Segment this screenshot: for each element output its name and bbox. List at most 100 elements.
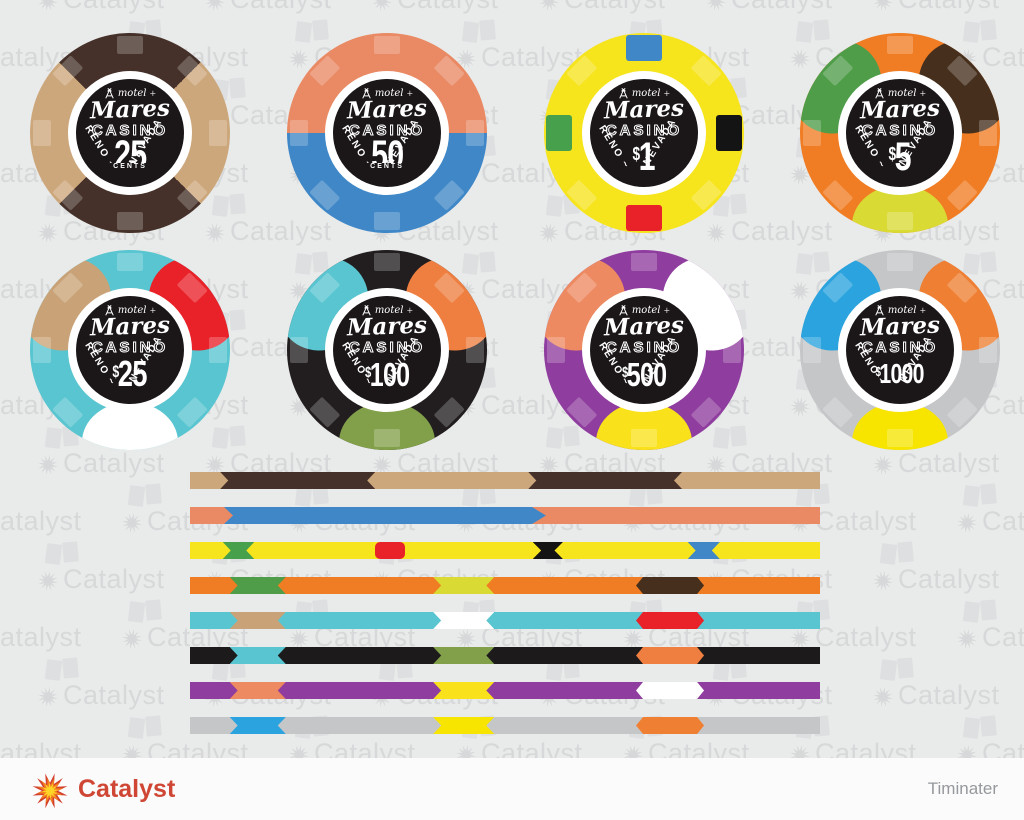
chip-inlay-ring: motel + Mares CASINO RENO ~ NEVADA $500: [582, 288, 706, 412]
starburst-icon: [372, 0, 392, 11]
chip-inlay-disc: motel + Mares CASINO RENO ~ NEVADA $25: [76, 296, 184, 404]
chip-edge-mark: [309, 396, 341, 428]
watermark-box-icon: [980, 715, 997, 737]
chip-edge-mark: [209, 337, 227, 363]
watermark-box-icon: [545, 427, 564, 449]
starburst-icon: [38, 570, 58, 591]
chip-edge-mark: [631, 253, 657, 271]
starburst-icon: [38, 454, 58, 475]
chip-edge-mark: [979, 337, 997, 363]
edge-strip-6: [190, 647, 820, 664]
watermark-box-icon: [730, 425, 747, 447]
edge-strip-5: [190, 612, 820, 629]
starburst-icon: [122, 512, 142, 533]
inlay-motel-line: motel +: [590, 88, 698, 99]
casino-chip-25: motel + Mares CASINO RENO ~ NEVADA $25: [30, 250, 230, 450]
chip-edge-mark: [566, 179, 598, 211]
chip-denomination: $500: [590, 358, 698, 391]
sparkle-icon: +: [919, 89, 927, 98]
chip-edge-mark: [690, 55, 722, 87]
dollar-sign: $: [364, 365, 371, 382]
inlay-casino-name: Mares: [346, 94, 428, 125]
inlay-motel-line: motel +: [846, 88, 954, 99]
watermark-box-icon: [229, 425, 246, 447]
chip-denomination: 25 CENTS: [76, 135, 184, 175]
watermark-box-icon: [813, 19, 830, 41]
starburst-icon: [957, 512, 977, 533]
inlay-motel-text: motel: [117, 305, 147, 316]
chip-edge-mark: [309, 55, 341, 87]
inlay-motel-line: motel +: [333, 305, 441, 316]
denomination-unit: CENTS: [110, 163, 150, 171]
starburst-icon: [957, 628, 977, 649]
watermark-box-icon: [145, 599, 162, 621]
watermark-text: Catalyst: [982, 506, 1024, 536]
watermark-text: Catalyst: [63, 680, 165, 710]
chip-edge-mark: [887, 429, 913, 447]
watermark-box-icon: [229, 77, 246, 99]
chip-edge-mark: [176, 179, 208, 211]
watermark-box-icon: [479, 251, 496, 273]
chip-denomination: $1000: [846, 360, 954, 388]
chip-edge-mark: [979, 120, 997, 146]
inlay-motel-text: motel: [631, 305, 661, 316]
chip-edge-insert-bottom: [626, 205, 662, 231]
watermark-box-icon: [980, 19, 997, 41]
watermark-text: Catalyst: [0, 506, 82, 536]
chip-edge-mark: [290, 120, 308, 146]
inlay-motel-text: motel: [887, 88, 917, 99]
inlay-casino-word: CASINO: [605, 122, 683, 139]
watermark-box-icon: [795, 21, 814, 43]
starburst-icon: [790, 628, 810, 649]
watermark-box-icon: [879, 543, 898, 565]
strip-insert: [230, 647, 286, 664]
watermark-tile: Catalyst: [538, 0, 666, 15]
chip-edge-mark: [176, 55, 208, 87]
watermark-text: Catalyst: [397, 0, 499, 15]
chip-edge-mark: [690, 179, 722, 211]
watermark-text: Catalyst: [230, 216, 332, 246]
chip-denomination: $100: [333, 358, 441, 391]
chip-inlay-ring: motel + Mares CASINO RENO ~ NEVADA $25: [68, 288, 192, 412]
watermark-tile: Catalyst: [37, 680, 165, 711]
starburst-icon: [539, 222, 559, 243]
watermark-tile: Catalyst: [37, 0, 165, 15]
inlay-motel-text: motel: [117, 88, 147, 99]
inlay-casino-name: Mares: [89, 94, 171, 125]
chip-edge-mark: [209, 120, 227, 146]
chip-edge-mark: [117, 36, 143, 54]
flame-logo-icon: [32, 773, 68, 809]
chip-inlay-disc: motel + Mares CASINO RENO ~ NEVADA $5: [846, 79, 954, 187]
watermark-box-icon: [980, 483, 997, 505]
teepee-icon: [619, 305, 628, 316]
watermark-tile: Catalyst: [37, 564, 165, 595]
watermark-box-icon: [897, 541, 914, 563]
chip-edge-mark: [566, 396, 598, 428]
starburst-icon: [539, 0, 559, 11]
strip-insert: [433, 682, 494, 699]
denomination-value: $100: [364, 355, 410, 393]
strip-insert: [230, 717, 286, 734]
chip-edge-mark: [690, 396, 722, 428]
watermark-box-icon: [461, 21, 480, 43]
watermark-tile: Catalyst: [204, 216, 332, 247]
watermark-tile: Catalyst: [872, 0, 1000, 15]
inlay-motel-text: motel: [631, 88, 661, 99]
starburst-icon: [122, 628, 142, 649]
watermark-text: Catalyst: [0, 622, 82, 652]
strip-insert: [375, 542, 406, 559]
watermark-box-icon: [962, 601, 981, 623]
inlay-casino-name: Mares: [603, 311, 685, 342]
watermark-text: Catalyst: [815, 622, 917, 652]
chip-edge-mark: [566, 55, 598, 87]
strip-insert: [636, 612, 704, 629]
watermark-tile: Catalyst: [0, 622, 82, 653]
watermark-text: Catalyst: [731, 0, 833, 15]
inlay-motel-line: motel +: [333, 88, 441, 99]
dollar-sign: $: [888, 144, 897, 165]
starburst-icon: [205, 222, 225, 243]
sparkle-icon: +: [406, 89, 414, 98]
watermark-text: Catalyst: [63, 564, 165, 594]
chip-edge-mark: [946, 396, 978, 428]
teepee-icon: [105, 305, 114, 316]
